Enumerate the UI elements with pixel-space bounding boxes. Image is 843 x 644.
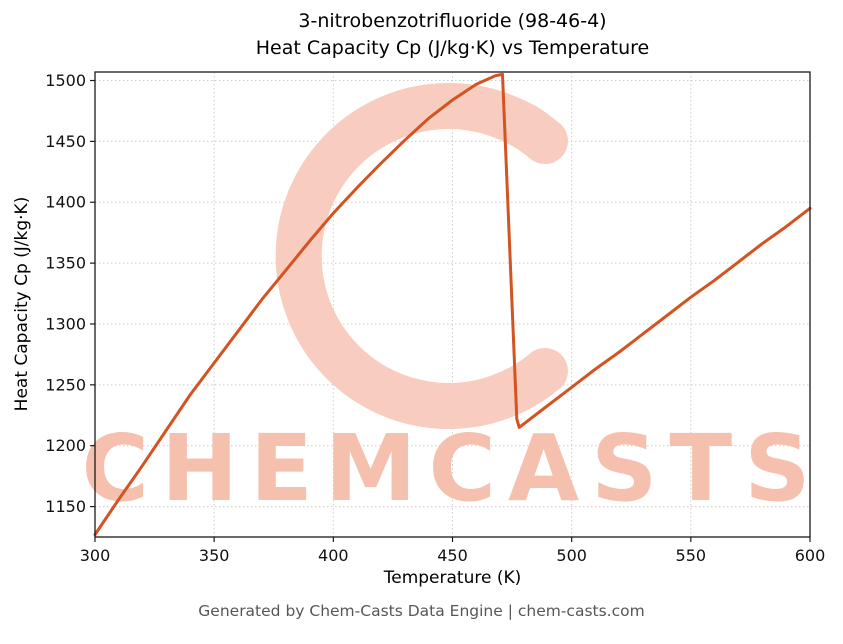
y-tick-label: 1300 <box>45 314 86 333</box>
watermark-text: CHEMCASTS <box>82 415 823 522</box>
chart-title-line2: Heat Capacity Cp (J/kg·K) vs Temperature <box>255 36 650 59</box>
series-line <box>93 72 812 537</box>
y-axis-label: Heat Capacity Cp (J/kg·K) <box>12 196 32 412</box>
y-tick-label: 1150 <box>45 497 86 516</box>
x-tick-label: 550 <box>676 546 707 565</box>
x-tick-label: 600 <box>795 546 826 565</box>
x-tick-label: 350 <box>199 546 230 565</box>
watermark-logo-swoosh <box>432 91 564 130</box>
footer-caption: Generated by Chem-Casts Data Engine | ch… <box>198 602 645 620</box>
y-tick-label: 1400 <box>45 193 86 212</box>
chart-title-line1: 3-nitrobenzotrifluoride (98-46-4) <box>298 10 607 32</box>
x-tick-label: 300 <box>80 546 111 565</box>
x-tick-label: 400 <box>318 546 349 565</box>
watermark-logo-c <box>275 83 568 429</box>
tick-labels: 300 350 400 450 500 550 600 1150 1200 1250 1300 135… <box>45 71 825 565</box>
y-tick-label: 1450 <box>45 132 86 151</box>
y-tick-label: 1250 <box>45 375 86 394</box>
x-tick-label: 500 <box>556 546 587 565</box>
y-tick-label: 1350 <box>45 254 86 273</box>
chart-title: 3-nitrobenzotrifluoride (98-46-4) Heat C… <box>95 8 810 61</box>
x-axis-label: Temperature (K) <box>383 568 522 588</box>
y-tick-label: 1200 <box>45 436 86 455</box>
x-tick-label: 450 <box>437 546 468 565</box>
y-tick-label: 1500 <box>45 71 86 90</box>
